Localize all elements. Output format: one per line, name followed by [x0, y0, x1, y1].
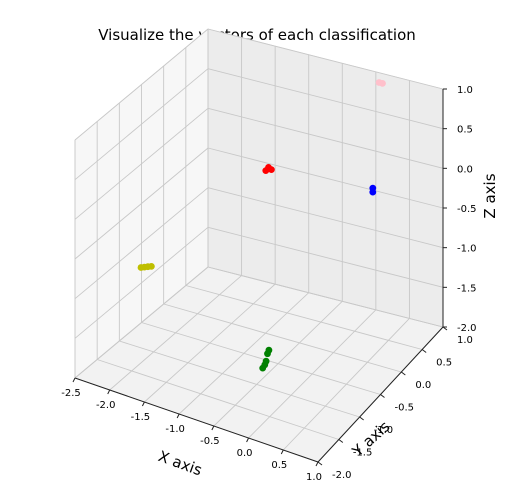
data-point: [137, 264, 145, 271]
x-tick-label: 1.0: [306, 472, 322, 483]
y-gridline: [185, 285, 423, 350]
z-tick-label: 0.0: [457, 164, 473, 175]
z-gridline: [74, 68, 209, 181]
y-tick: [401, 371, 406, 376]
chart-title: Visualize the vectors of each classifica…: [98, 26, 416, 44]
x-tick: [72, 377, 76, 383]
y-tick-label: 1.0: [457, 335, 473, 346]
z-tick-label: -1.5: [457, 283, 477, 294]
z-gridline: [207, 266, 444, 328]
y-tick-label: -1.5: [353, 448, 373, 459]
x-tick: [176, 413, 180, 419]
x-tick: [107, 389, 111, 395]
y-gridline: [163, 303, 402, 373]
data-point: [265, 164, 272, 171]
z-gridline: [74, 107, 209, 220]
y-tick: [359, 416, 364, 421]
z-gridline: [207, 187, 444, 249]
z-gridline: [207, 147, 444, 209]
x-tick: [280, 449, 284, 455]
z-gridline: [74, 187, 209, 300]
z-gridline: [207, 28, 444, 90]
z-tick-label: 0.5: [457, 125, 473, 136]
x-tick-label: -1.5: [131, 412, 151, 423]
y-tick: [338, 439, 344, 443]
data-points: [137, 79, 386, 372]
y-gridline: [141, 322, 381, 395]
z-tick-label: 1.0: [457, 85, 473, 96]
y-gridline: [119, 340, 360, 418]
x-tick-label: 0.0: [237, 448, 253, 459]
data-point: [148, 263, 155, 270]
y-tick: [380, 394, 385, 398]
data-point: [261, 361, 269, 369]
y-tick: [317, 461, 323, 466]
z-gridline: [74, 266, 209, 379]
z-gridline: [74, 226, 209, 339]
z-gridline: [207, 226, 444, 288]
z-tick-label: -2.0: [457, 323, 477, 334]
z-tick-label: -0.5: [457, 204, 477, 215]
x-tick-label: -2.5: [61, 388, 81, 399]
x-tick: [246, 437, 250, 443]
x-tick: [315, 461, 319, 467]
z-gridline: [207, 107, 444, 169]
x-tick-label: -1.0: [165, 424, 185, 435]
z-axis-label: Z axis: [481, 173, 499, 218]
data-point: [379, 80, 386, 87]
x-tick: [141, 401, 145, 407]
y-tick-label: -1.0: [374, 425, 394, 436]
data-point: [369, 184, 377, 192]
tick-labels: -2.5-2.0-1.5-1.0-0.50.00.51.0 -2.0-1.5-1.…: [61, 85, 476, 483]
y-gridline: [97, 359, 339, 440]
z-tick-label: -1.0: [457, 244, 477, 255]
y-tick-label: 0.5: [436, 358, 452, 369]
z-gridline: [207, 68, 444, 130]
x-tick-label: -2.0: [96, 400, 116, 411]
x-tick: [211, 425, 215, 431]
x-tick-label: 0.5: [271, 460, 287, 471]
y-tick-label: -2.0: [332, 470, 352, 481]
z-gridline: [74, 147, 209, 260]
y-tick-label: 0.0: [415, 380, 431, 391]
y-tick: [421, 349, 427, 353]
data-point: [265, 346, 273, 354]
x-axis-line: [74, 377, 319, 463]
y-tick-label: -0.5: [395, 403, 415, 414]
x-tick-label: -0.5: [200, 436, 220, 447]
x-axis-label: X axis: [156, 447, 205, 479]
z-gridline: [74, 28, 209, 141]
